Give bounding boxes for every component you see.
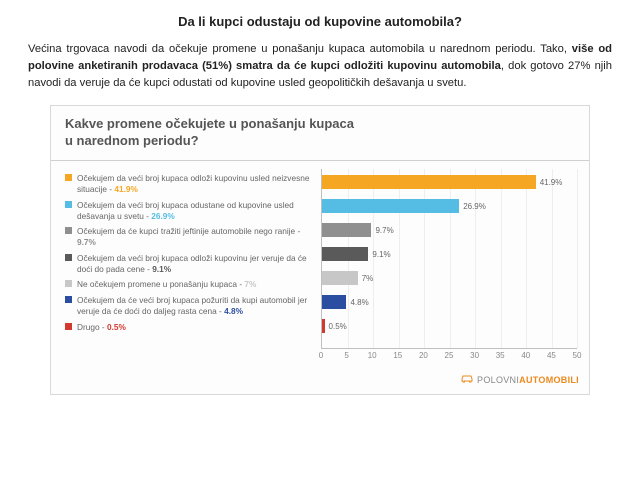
legend-swatch <box>65 227 72 234</box>
chart-title-line1: Kakve promene očekujete u ponašanju kupa… <box>65 116 575 133</box>
legend-text: Očekujem da će veći broj kupaca požuriti… <box>77 295 315 317</box>
bar-value-label: 9.7% <box>375 226 393 235</box>
x-tick-label: 0 <box>319 351 323 360</box>
bar <box>322 199 459 213</box>
chart-footer: POLOVNIAUTOMOBILI <box>51 369 589 394</box>
x-tick-label: 5 <box>344 351 348 360</box>
legend-text: Očekujem da veći broj kupaca odloži kupo… <box>77 253 315 275</box>
bar <box>322 247 368 261</box>
bar-row: 4.8% <box>322 295 577 309</box>
legend-item: Očekujem da će kupci tražiti jeftinije a… <box>65 226 315 248</box>
legend-item: Ne očekujem promene u ponašanju kupaca -… <box>65 279 315 290</box>
bar <box>322 223 371 237</box>
chart-title-line2: u narednom periodu? <box>65 133 575 150</box>
legend-item: Očekujem da će veći broj kupaca požuriti… <box>65 295 315 317</box>
legend-swatch <box>65 174 72 181</box>
bar-row: 41.9% <box>322 175 577 189</box>
bar <box>322 295 346 309</box>
legend-swatch <box>65 201 72 208</box>
bar <box>322 175 536 189</box>
bar-row: 9.7% <box>322 223 577 237</box>
chart-x-axis: 05101520253035404550 <box>321 349 577 363</box>
car-icon <box>460 373 474 386</box>
legend-item: Očekujem da veći broj kupaca odustane od… <box>65 200 315 222</box>
legend-swatch <box>65 296 72 303</box>
bar-row: 7% <box>322 271 577 285</box>
x-tick-label: 40 <box>521 351 530 360</box>
legend-text: Očekujem da veći broj kupaca odloži kupo… <box>77 173 315 195</box>
x-tick-label: 45 <box>547 351 556 360</box>
brand-part1: POLOVNI <box>477 375 519 385</box>
x-tick-label: 20 <box>419 351 428 360</box>
legend-item: Očekujem da veći broj kupaca odloži kupo… <box>65 173 315 195</box>
legend-item: Drugo - 0.5% <box>65 322 315 333</box>
legend-swatch <box>65 280 72 287</box>
legend-text: Ne očekujem promene u ponašanju kupaca -… <box>77 279 315 290</box>
grid-line <box>577 169 578 348</box>
para-pre: Većina trgovaca navodi da očekuje promen… <box>28 43 572 55</box>
legend-text: Drugo - 0.5% <box>77 322 315 333</box>
bar-row: 26.9% <box>322 199 577 213</box>
intro-paragraph: Većina trgovaca navodi da očekuje promen… <box>28 41 612 91</box>
legend-text: Očekujem da će kupci tražiti jeftinije a… <box>77 226 315 248</box>
x-tick-label: 30 <box>470 351 479 360</box>
x-tick-label: 10 <box>368 351 377 360</box>
page-title: Da li kupci odustaju od kupovine automob… <box>28 14 612 29</box>
bar-row: 9.1% <box>322 247 577 261</box>
bar-value-label: 4.8% <box>350 298 368 307</box>
chart-legend: Očekujem da veći broj kupaca odloži kupo… <box>65 169 315 363</box>
legend-swatch <box>65 323 72 330</box>
legend-swatch <box>65 254 72 261</box>
bar <box>322 271 358 285</box>
x-tick-label: 35 <box>496 351 505 360</box>
legend-item: Očekujem da veći broj kupaca odloži kupo… <box>65 253 315 275</box>
chart-plot: 41.9% 26.9% 9.7% 9.1% 7% 4.8% 0.5% <box>321 169 577 349</box>
chart-plot-area: 41.9% 26.9% 9.7% 9.1% 7% 4.8% 0.5% 0 5 10 15 20 25 3… <box>315 169 583 363</box>
x-tick-label: 50 <box>573 351 582 360</box>
bar-value-label: 26.9% <box>463 202 486 211</box>
bar-value-label: 41.9% <box>540 178 563 187</box>
legend-text: Očekujem da veći broj kupaca odustane od… <box>77 200 315 222</box>
bar <box>322 319 325 333</box>
brand-badge: POLOVNIAUTOMOBILI <box>460 373 579 386</box>
brand-part2: AUTOMOBILI <box>519 375 579 385</box>
bar-row: 0.5% <box>322 319 577 333</box>
brand-text: POLOVNIAUTOMOBILI <box>477 375 579 385</box>
chart-container: Kakve promene očekujete u ponašanju kupa… <box>50 105 590 395</box>
x-tick-label: 15 <box>393 351 402 360</box>
x-tick-label: 25 <box>445 351 454 360</box>
bar-value-label: 7% <box>362 274 374 283</box>
bar-value-label: 0.5% <box>329 322 347 331</box>
bar-value-label: 9.1% <box>372 250 390 259</box>
